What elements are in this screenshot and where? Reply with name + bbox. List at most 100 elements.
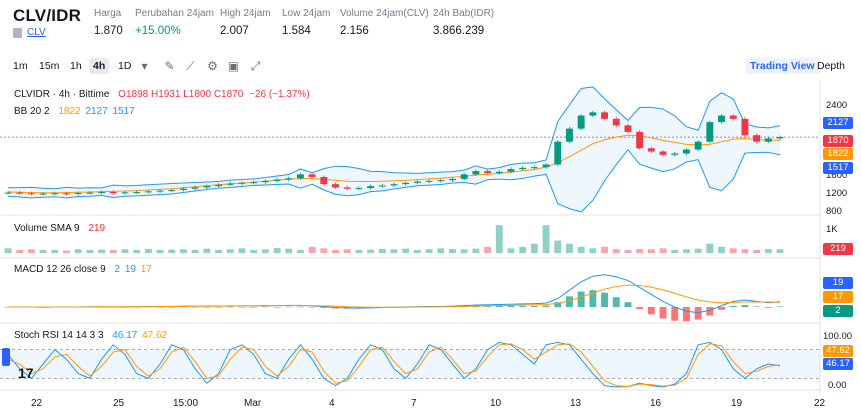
bb-upper-value: 2127 xyxy=(85,106,108,117)
volume-bar xyxy=(425,249,433,253)
volume-bar xyxy=(308,246,316,253)
symbol-label: CLVIDR · 4h · Bittime xyxy=(14,89,110,100)
volume-bar xyxy=(203,248,211,253)
volume-bar xyxy=(753,249,761,253)
candle-body xyxy=(355,188,363,190)
x-tick: 13 xyxy=(570,398,582,409)
tab-depth[interactable]: Depth xyxy=(817,60,846,72)
bb-upper-line xyxy=(7,86,781,190)
candle-body xyxy=(776,137,784,139)
candle-body xyxy=(425,180,433,182)
volume-bar xyxy=(285,248,293,253)
macd-histogram-bar xyxy=(519,305,527,307)
coin-icon xyxy=(13,28,22,38)
candle-body xyxy=(133,191,141,193)
chevron-down-icon[interactable]: ▾ xyxy=(141,59,148,73)
macd-histogram-bar xyxy=(776,306,784,307)
macd-histogram-bar xyxy=(238,307,246,308)
draw-icon[interactable]: ✎ xyxy=(164,59,175,73)
volume-bar xyxy=(109,249,117,253)
macd-histogram-bar xyxy=(261,306,269,308)
candle-body xyxy=(764,138,772,142)
stoch-tick-100: 100.00 xyxy=(823,331,853,342)
stoch-k-value: 46.17 xyxy=(112,330,138,341)
candle-body xyxy=(296,174,304,179)
volume-bar xyxy=(39,249,47,253)
indicator-icon[interactable]: ⟋ xyxy=(186,59,195,73)
volume-bar xyxy=(355,249,363,253)
volume-bar xyxy=(250,249,258,253)
save-icon[interactable]: ▣ xyxy=(227,59,240,73)
timeframe-1d[interactable]: 1D xyxy=(118,60,132,72)
settings-icon[interactable]: ⚙ xyxy=(207,59,218,73)
macd-histogram-bar xyxy=(694,307,702,320)
ohlc-open: O1898 xyxy=(118,89,149,100)
macd-histogram-bar xyxy=(577,291,585,307)
stat-value: 1.870 xyxy=(94,25,123,37)
candle-body xyxy=(659,151,667,155)
macd-histogram-bar xyxy=(203,307,211,308)
volume-bar xyxy=(179,249,187,253)
macd-histogram-bar xyxy=(729,305,737,307)
timeframe-15m[interactable]: 15m xyxy=(39,60,60,72)
volume-bar xyxy=(261,249,269,253)
volume-bar xyxy=(320,248,328,253)
macd-histogram-bar xyxy=(636,307,644,309)
macd-signal-tag: 17 xyxy=(823,291,853,303)
macd-histogram-bar xyxy=(156,307,164,308)
volume-bar xyxy=(367,249,375,253)
candle-body xyxy=(332,184,339,188)
bb-fill xyxy=(8,86,780,212)
volume-bar xyxy=(156,249,164,253)
stoch-d-tag: 47.62 xyxy=(823,345,853,357)
volume-name: Volume SMA 9 xyxy=(14,223,80,234)
volume-bar xyxy=(16,249,24,253)
macd-histogram-bar xyxy=(589,290,597,307)
macd-histogram-bar xyxy=(168,307,176,308)
macd-histogram-bar xyxy=(671,307,679,321)
macd-hist-value: 2 xyxy=(114,264,121,275)
x-tick: 25 xyxy=(113,398,125,409)
stat-label: 24h Bab(IDR) xyxy=(433,8,495,19)
macd-name: MACD 12 26 close 9 xyxy=(14,264,106,275)
bb-lower-line xyxy=(7,149,781,213)
volume-tag: 219 xyxy=(823,243,853,255)
candle-body xyxy=(554,141,562,165)
timeframe-4h[interactable]: 4h xyxy=(89,58,110,74)
candle-body xyxy=(51,193,59,195)
macd-histogram-bar xyxy=(484,305,492,307)
stat-low: Low 24jam 1.584 xyxy=(282,8,330,37)
macd-histogram-bar xyxy=(659,307,667,319)
coin-link[interactable]: CLV xyxy=(27,27,46,38)
bb-legend: BB 20 2 1822 2127 1517 xyxy=(14,106,135,117)
sidebar-toggle-handle[interactable] xyxy=(2,348,10,366)
volume-bar xyxy=(729,248,737,253)
macd-legend: MACD 12 26 close 9 2 19 17 xyxy=(14,264,152,275)
fullscreen-icon[interactable]: ⤢ xyxy=(250,59,261,73)
price-chart[interactable] xyxy=(0,80,861,417)
volume-tick: 1K xyxy=(826,224,838,235)
macd-histogram-bar xyxy=(542,305,550,307)
stoch-legend: Stoch RSI 14 14 3 3 46.17 47.62 xyxy=(14,330,167,341)
volume-bar xyxy=(168,249,176,253)
timeframe-1h[interactable]: 1h xyxy=(70,60,82,72)
macd-histogram-bar xyxy=(250,307,258,308)
candle-body xyxy=(63,193,70,195)
timeframe-1m[interactable]: 1m xyxy=(13,60,28,72)
volume-bar xyxy=(390,249,398,253)
candle-body xyxy=(156,190,164,192)
candle-body xyxy=(168,190,176,192)
candle-body xyxy=(191,187,199,189)
tab-trading-view[interactable]: Trading View xyxy=(745,58,820,74)
volume-bar xyxy=(718,246,725,253)
volume-bar xyxy=(63,250,70,253)
candle-body xyxy=(565,128,573,142)
candle-body xyxy=(460,174,468,179)
candle-body xyxy=(74,192,82,194)
volume-bar xyxy=(332,249,339,253)
macd-histogram-bar xyxy=(296,306,304,308)
volume-bar xyxy=(4,248,12,253)
candle-body xyxy=(624,125,632,132)
volume-bar xyxy=(706,243,714,253)
macd-histogram-bar xyxy=(718,307,725,310)
